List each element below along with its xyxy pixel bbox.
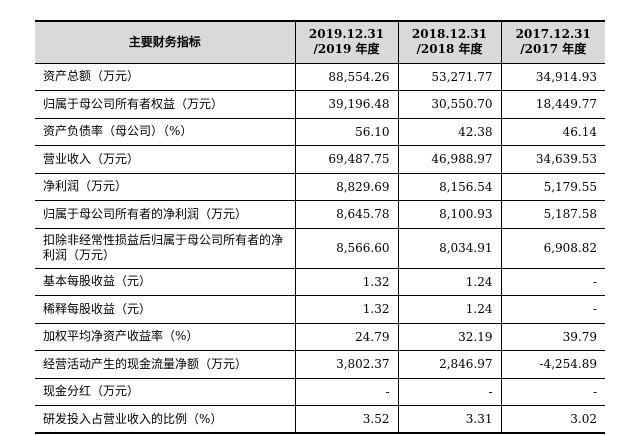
row-value: 6,908.82	[500, 227, 605, 269]
row-label: 经营活动产生的现金流量净额（万元）	[35, 350, 296, 379]
row-label: 研发投入占营业收入的比例（%）	[35, 405, 296, 434]
row-value: 2,846.97	[397, 350, 502, 379]
row-value: 3.02	[500, 405, 605, 434]
row-value: 18,449.77	[500, 90, 605, 119]
row-value: 1.24	[397, 267, 502, 296]
row-value: 8,034.91	[397, 227, 502, 269]
row-value: 39.79	[500, 322, 605, 351]
row-value: 69,487.75	[294, 145, 399, 174]
table-row: 基本每股收益（元） 1.32 1.24-	[35, 267, 605, 296]
financial-indicators-table: 主要财务指标 2019.12.31 /2019 年度 2018.12.31 /2…	[35, 20, 605, 434]
table-row: 归属于母公司所有者权益（万元） 39,196.48 30,550.70 18,449.…	[35, 90, 605, 119]
row-value: 42.38	[397, 117, 502, 146]
row-value: -	[397, 377, 502, 406]
row-value: 46,988.97	[397, 145, 502, 174]
row-value: 34,639.53	[500, 145, 605, 174]
row-value: -	[294, 377, 399, 406]
header-2019: 2019.12.31 /2019 年度	[294, 20, 399, 64]
row-value: -	[500, 295, 605, 324]
row-value: 5,179.55	[500, 172, 605, 201]
row-value: 3.31	[397, 405, 502, 434]
row-value: 1.32	[294, 295, 399, 324]
table-row: 加权平均净资产收益率（%） 24.79 32.19 39.79	[35, 322, 605, 351]
table-row: 稀释每股收益（元） 1.32 1.24-	[35, 295, 605, 324]
row-label: 资产负债率（母公司）（%）	[35, 117, 296, 146]
row-value: 88,554.26	[294, 62, 399, 91]
row-label: 稀释每股收益（元）	[35, 295, 296, 324]
row-value: -	[500, 377, 605, 406]
row-label: 归属于母公司所有者权益（万元）	[35, 90, 296, 119]
row-value: 30,550.70	[397, 90, 502, 119]
row-value: 1.24	[397, 295, 502, 324]
table-row: 归属于母公司所有者的净利润（万元） 8,645.78 8,100.93 5,187.5…	[35, 200, 605, 229]
row-value: 3,802.37	[294, 350, 399, 379]
row-label: 营业收入（万元）	[35, 145, 296, 174]
table-header-row: 主要财务指标 2019.12.31 /2019 年度 2018.12.31 /2…	[35, 20, 605, 64]
header-2017: 2017.12.31 /2017 年度	[500, 20, 605, 64]
header-indicator: 主要财务指标	[35, 20, 296, 64]
row-label: 加权平均净资产收益率（%）	[35, 322, 296, 351]
row-value: 8,566.60	[294, 227, 399, 269]
table-row: 研发投入占营业收入的比例（%） 3.52 3.31 3.02	[35, 405, 605, 434]
row-value: 8,829.69	[294, 172, 399, 201]
table-row: 经营活动产生的现金流量净额（万元） 3,802.37 2,846.97 -4,254.…	[35, 350, 605, 379]
row-label: 基本每股收益（元）	[35, 267, 296, 296]
row-value: 8,100.93	[397, 200, 502, 229]
table-row: 现金分红（万元） - - -	[35, 377, 605, 406]
table-row: 资产总额（万元） 88,554.26 53,271.77 34,914.93	[35, 62, 605, 91]
table-row: 资产负债率（母公司）（%） 56.10 42.38 46.14	[35, 117, 605, 146]
row-value: 46.14	[500, 117, 605, 146]
row-label: 现金分红（万元）	[35, 377, 296, 406]
row-value: 5,187.58	[500, 200, 605, 229]
row-value: 56.10	[294, 117, 399, 146]
row-label: 资产总额（万元）	[35, 62, 296, 91]
header-2018: 2018.12.31 /2018 年度	[397, 20, 502, 64]
row-value: -4,254.89	[500, 350, 605, 379]
row-value: 8,156.54	[397, 172, 502, 201]
row-value: 34,914.93	[500, 62, 605, 91]
row-label: 扣除非经常性损益后归属于母公司所有者的净利润（万元）	[35, 227, 296, 269]
row-value: 1.32	[294, 267, 399, 296]
row-value: 3.52	[294, 405, 399, 434]
table-row: 净利润（万元） 8,829.69 8,156.54 5,179.55	[35, 172, 605, 201]
financial-table-container: 主要财务指标 2019.12.31 /2019 年度 2018.12.31 /2…	[35, 20, 605, 434]
row-value: 39,196.48	[294, 90, 399, 119]
row-value: 8,645.78	[294, 200, 399, 229]
row-label: 归属于母公司所有者的净利润（万元）	[35, 200, 296, 229]
row-value: -	[500, 267, 605, 296]
table-row: 扣除非经常性损益后归属于母公司所有者的净利润（万元） 8,566.60 8,034.…	[35, 227, 605, 269]
row-value: 32.19	[397, 322, 502, 351]
row-label: 净利润（万元）	[35, 172, 296, 201]
table-row: 营业收入（万元） 69,487.75 46,988.97 34,639.53	[35, 145, 605, 174]
row-value: 24.79	[294, 322, 399, 351]
row-value: 53,271.77	[397, 62, 502, 91]
